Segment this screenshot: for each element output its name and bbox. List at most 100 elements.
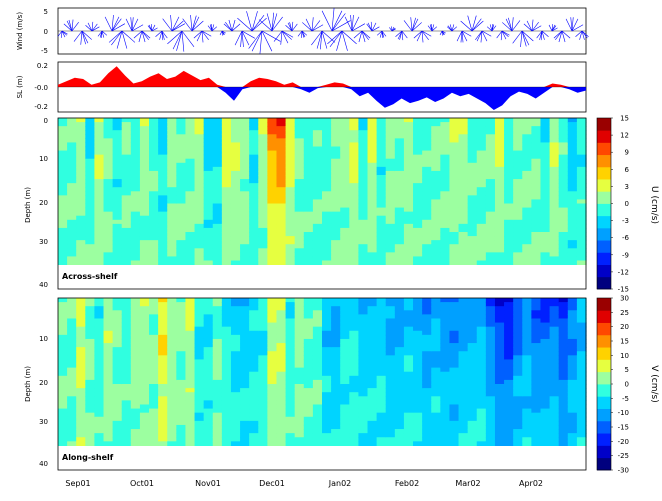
wind-stick [379,30,383,38]
field-cell [349,375,360,381]
field-cell [267,203,278,209]
field-cell [103,195,114,201]
field-cell [58,187,68,192]
field-cell [149,322,159,328]
field-cell [394,203,405,209]
field-cell [340,183,350,188]
field-cell [504,441,514,447]
field-cell [130,302,141,307]
field-cell [385,146,396,152]
field-cell [203,420,214,426]
field-cell [212,150,223,156]
field-cell [212,260,223,266]
field-cell [158,146,168,152]
field-cell [167,412,177,418]
field-cell [139,122,150,127]
field-cell [494,359,505,365]
wind-stick [565,18,573,32]
field-cell [576,240,587,245]
field-cell [467,256,478,262]
field-cell [367,183,378,188]
field-cell [176,379,187,385]
field-cell [431,248,441,253]
field-cell [176,322,187,328]
field-cell [349,384,360,389]
field-cell [549,158,560,164]
field-cell [130,347,141,352]
field-cell [576,379,587,385]
field-cell [203,244,214,249]
field-cell [194,203,205,209]
field-cell [112,306,123,311]
field-cell [467,363,478,369]
field-cell [312,154,323,160]
field-cell [212,334,223,340]
field-cell [167,154,177,160]
field-cell [522,322,532,328]
field-cell [258,441,268,447]
field-cell [185,248,196,253]
field-cell [385,170,396,176]
field-cell [230,351,241,356]
field-cell [385,306,396,311]
field-cell [385,408,396,414]
wind-stick [234,30,243,46]
field-cell [358,203,369,209]
field-cell [558,412,569,418]
field-cell [549,187,560,192]
field-cell [139,260,150,266]
field-cell [367,379,378,385]
wind-stick [480,30,483,43]
field-cell [167,232,177,237]
field-cell [540,306,551,311]
field-cell [240,170,250,176]
field-cell [540,138,551,144]
field-cell [504,392,514,397]
field-cell [540,158,551,164]
field-cell [485,191,496,196]
field-cell [403,134,414,139]
field-cell [394,130,405,135]
field-cell [467,154,478,160]
field-cell [203,130,214,135]
field-cell [221,138,232,144]
field-cell [194,256,205,262]
field-cell [367,396,378,401]
field-cell [513,146,523,152]
field-cell [458,310,469,315]
field-cell [303,130,314,135]
field-cell [413,416,423,422]
colorbar-swatch [597,457,611,471]
sl-ytick-0: -0.0 [34,84,48,92]
field-cell [203,236,214,241]
field-cell [449,400,460,406]
field-cell [531,252,542,258]
field-cell [485,122,496,127]
field-cell [130,158,141,164]
field-cell [303,256,314,262]
field-cell [449,429,460,434]
field-cell [294,330,305,336]
field-cell [303,310,314,315]
field-cell [422,306,432,311]
field-cell [576,326,587,332]
field-cell [358,195,369,201]
field-cell [258,187,268,192]
field-cell [94,260,105,266]
field-cell [267,412,278,418]
wind-stick [182,18,193,32]
field-cell [230,138,241,144]
field-cell [476,437,487,442]
field-cell [385,416,396,422]
field-cell [258,219,268,225]
field-cell [312,232,323,237]
field-cell [276,363,287,369]
field-cell [485,223,496,229]
field-cell [476,379,487,385]
field-cell [203,122,214,127]
field-cell [240,232,250,237]
field-cell [403,260,414,266]
field-cell [540,396,551,401]
field-cell [485,400,496,406]
field-cell [312,236,323,241]
